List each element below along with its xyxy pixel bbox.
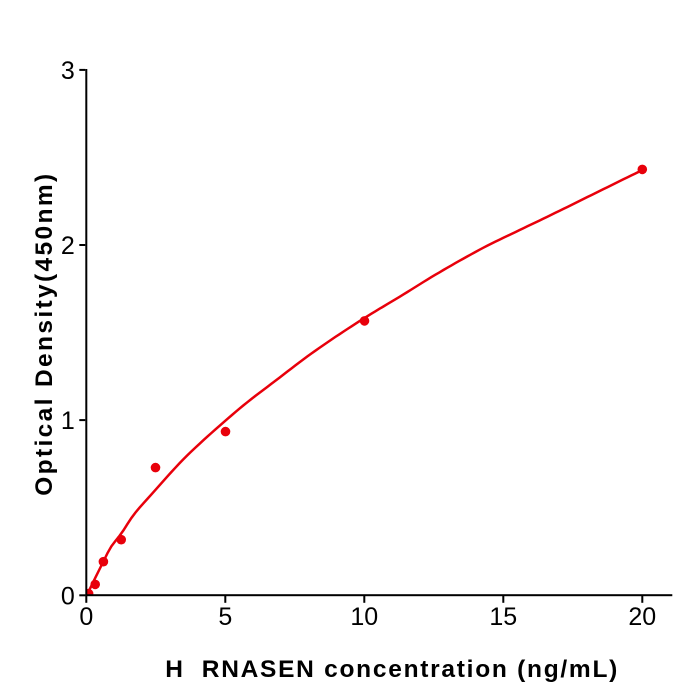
svg-text:10: 10 [350,603,378,631]
svg-text:0: 0 [79,603,93,631]
svg-text:15: 15 [489,603,517,631]
svg-text:3: 3 [61,57,75,85]
svg-text:1: 1 [61,407,75,435]
svg-text:H RNASEN concentration (ng/mL: H RNASEN concentration (ng/mL) [165,656,617,683]
svg-text:20: 20 [628,603,656,631]
svg-text:Optical Density(450nm): Optical Density(450nm) [31,174,58,496]
svg-text:2: 2 [61,232,75,260]
svg-text:0: 0 [61,582,75,610]
svg-text:5: 5 [218,603,232,631]
